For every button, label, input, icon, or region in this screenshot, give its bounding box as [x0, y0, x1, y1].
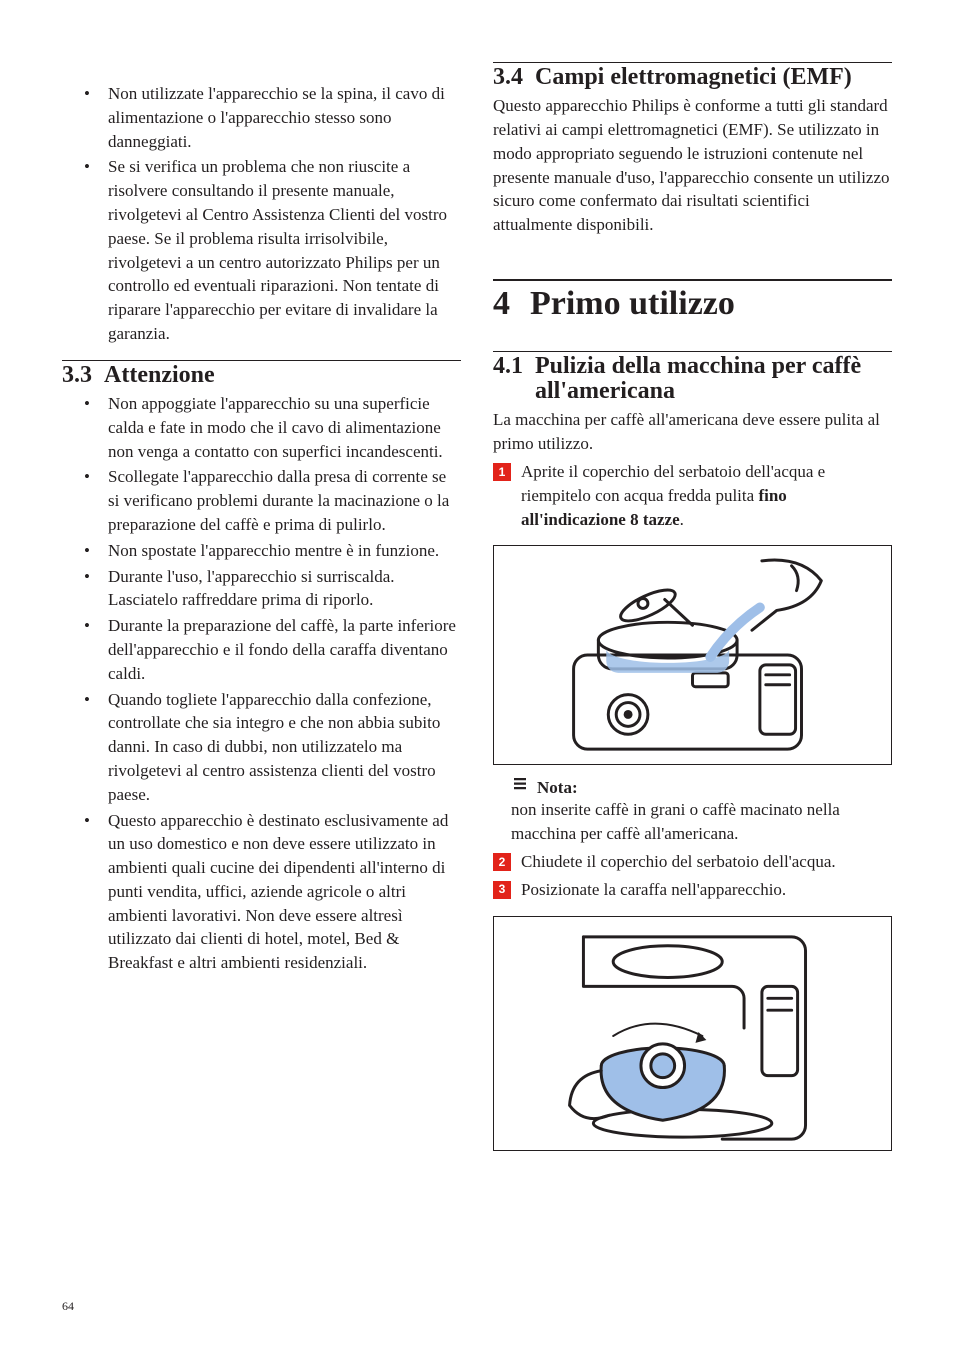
- figure-pour-water: [493, 545, 892, 765]
- list-item: Non appoggiate l'apparecchio su una supe…: [62, 392, 461, 463]
- section-4-1-intro: La macchina per caffè all'americana deve…: [493, 408, 892, 456]
- note-body: non inserite caffè in grani o caffè maci…: [493, 798, 892, 846]
- step-text: Chiudete il coperchio del serbatoio dell…: [521, 850, 892, 874]
- step-text: Posizionate la caraffa nell'apparecchio.: [521, 878, 892, 902]
- pour-water-illustration: [494, 546, 891, 764]
- note-block: Nota:: [493, 775, 892, 798]
- step-1: 1 Aprite il coperchio del serbatoio dell…: [493, 460, 892, 531]
- chapter-title: Primo utilizzo: [530, 285, 735, 323]
- list-item: Non utilizzate l'apparecchio se la spina…: [62, 82, 461, 153]
- page-columns: Non utilizzate l'apparecchio se la spina…: [62, 62, 892, 1161]
- list-item: Non spostate l'apparecchio mentre è in f…: [62, 539, 461, 563]
- section-title: Pulizia della macchina per caffè all'ame…: [535, 354, 892, 404]
- section-3-3-heading: 3.3 Attenzione: [62, 360, 461, 388]
- step-number-badge: 3: [493, 881, 511, 899]
- chapter-4-heading: 4 Primo utilizzo: [493, 279, 892, 323]
- note-label: Nota:: [537, 778, 578, 798]
- intro-bullet-list: Non utilizzate l'apparecchio se la spina…: [62, 82, 461, 346]
- figure-place-carafe: [493, 916, 892, 1151]
- section-number: 3.3: [62, 363, 96, 388]
- list-item: Se si verifica un problema che non riusc…: [62, 155, 461, 345]
- left-column: Non utilizzate l'apparecchio se la spina…: [62, 62, 461, 1161]
- list-item: Durante l'uso, l'apparecchio si surrisca…: [62, 565, 461, 613]
- carafe-illustration: [494, 917, 891, 1150]
- list-item: Durante la preparazione del caffè, la pa…: [62, 614, 461, 685]
- step-number-badge: 2: [493, 853, 511, 871]
- section-title: Attenzione: [104, 363, 215, 388]
- page-number: 64: [62, 1299, 74, 1314]
- right-column: 3.4 Campi elettromagnetici (EMF) Questo …: [493, 62, 892, 1161]
- list-item: Quando togliete l'apparecchio dalla conf…: [62, 688, 461, 807]
- section-3-4-body: Questo apparecchio Philips è conforme a …: [493, 94, 892, 237]
- list-item: Scollegate l'apparecchio dalla presa di …: [62, 465, 461, 536]
- section-3-3-list: Non appoggiate l'apparecchio su una supe…: [62, 392, 461, 975]
- step-text-part: .: [680, 510, 684, 529]
- section-4-1-heading: 4.1 Pulizia della macchina per caffè all…: [493, 351, 892, 404]
- step-number-badge: 1: [493, 463, 511, 481]
- chapter-number: 4: [493, 285, 510, 323]
- step-2: 2 Chiudete il coperchio del serbatoio de…: [493, 850, 892, 874]
- section-3-4-heading: 3.4 Campi elettromagnetici (EMF): [493, 62, 892, 90]
- section-number: 3.4: [493, 65, 527, 90]
- section-title: Campi elettromagnetici (EMF): [535, 65, 852, 90]
- list-item: Questo apparecchio è destinato esclusiva…: [62, 809, 461, 976]
- note-icon: [511, 775, 529, 793]
- step-3: 3 Posizionate la caraffa nell'apparecchi…: [493, 878, 892, 902]
- section-number: 4.1: [493, 354, 527, 379]
- step-text: Aprite il coperchio del serbatoio dell'a…: [521, 460, 892, 531]
